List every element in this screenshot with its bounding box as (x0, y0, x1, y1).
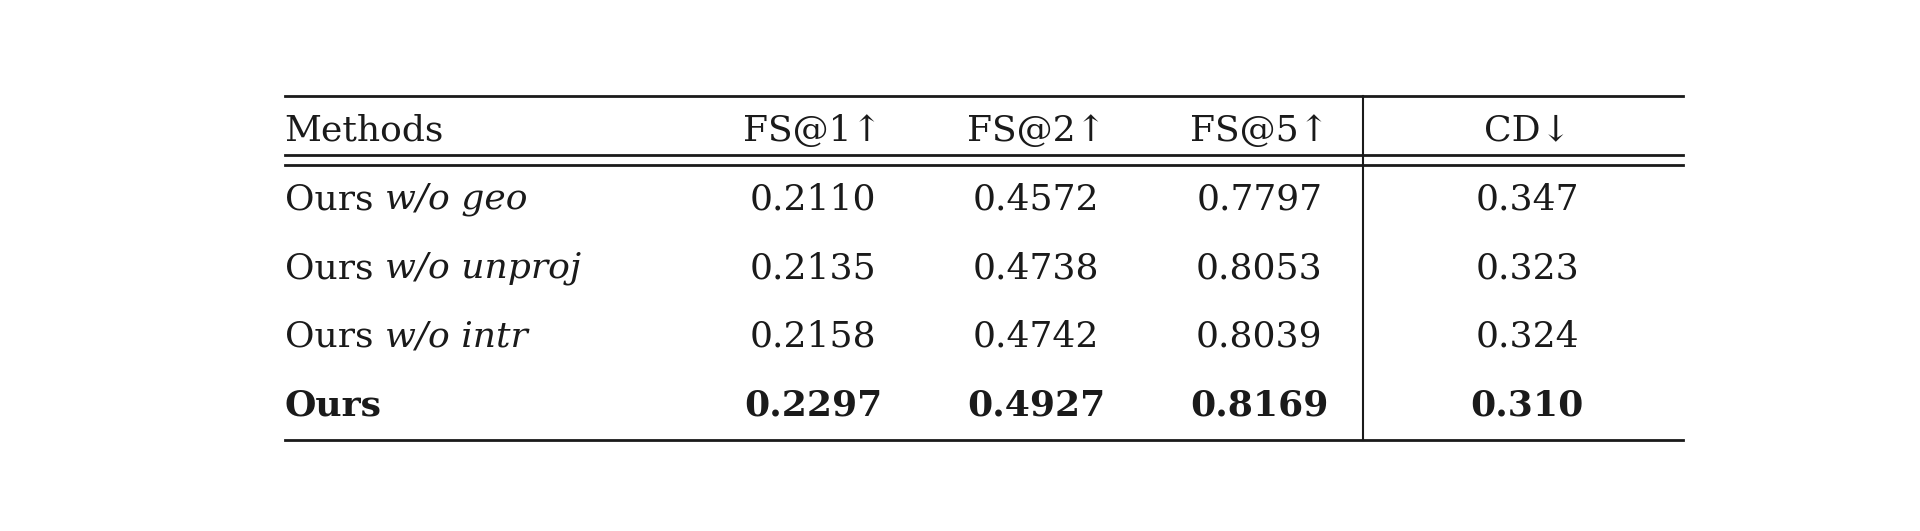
Text: 0.347: 0.347 (1475, 183, 1578, 217)
Text: 0.4572: 0.4572 (973, 183, 1100, 217)
Text: 0.2297: 0.2297 (743, 389, 881, 423)
Text: Ours: Ours (284, 320, 384, 354)
Text: 0.8053: 0.8053 (1196, 251, 1323, 285)
Text: 0.324: 0.324 (1475, 320, 1578, 354)
Text: 0.8039: 0.8039 (1196, 320, 1323, 354)
Text: 0.4927: 0.4927 (968, 389, 1106, 423)
Text: FS@1↑: FS@1↑ (743, 114, 883, 148)
Text: 0.2158: 0.2158 (749, 320, 876, 354)
Text: 0.2135: 0.2135 (749, 251, 876, 285)
Text: w/o unproj: w/o unproj (384, 251, 580, 285)
Text: Ours: Ours (284, 183, 384, 217)
Text: FS@2↑: FS@2↑ (966, 114, 1106, 148)
Text: Ours: Ours (284, 251, 384, 285)
Text: 0.323: 0.323 (1475, 251, 1578, 285)
Text: 0.2110: 0.2110 (749, 183, 876, 217)
Text: CD↓: CD↓ (1484, 114, 1571, 148)
Text: 0.4738: 0.4738 (973, 251, 1100, 285)
Text: Methods: Methods (284, 114, 444, 148)
Text: 0.4742: 0.4742 (973, 320, 1100, 354)
Text: w/o geo: w/o geo (384, 183, 528, 217)
Text: 0.7797: 0.7797 (1196, 183, 1323, 217)
Text: Ours: Ours (284, 389, 382, 423)
Text: 0.8169: 0.8169 (1190, 389, 1329, 423)
Text: w/o intr: w/o intr (384, 320, 528, 354)
Text: FS@5↑: FS@5↑ (1190, 114, 1329, 148)
Text: 0.310: 0.310 (1471, 389, 1584, 423)
